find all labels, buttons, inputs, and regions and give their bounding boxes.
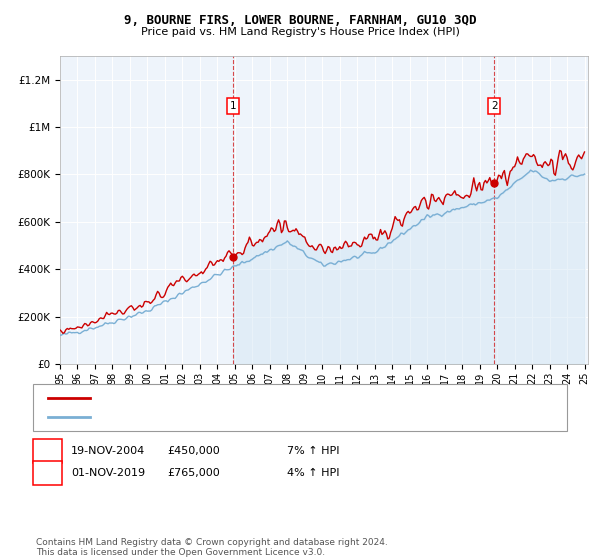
Text: 19-NOV-2004: 19-NOV-2004 bbox=[71, 446, 145, 456]
Text: Contains HM Land Registry data © Crown copyright and database right 2024.
This d: Contains HM Land Registry data © Crown c… bbox=[36, 538, 388, 557]
Text: 2: 2 bbox=[44, 468, 51, 478]
Text: HPI: Average price, detached house, Waverley: HPI: Average price, detached house, Wave… bbox=[96, 412, 337, 422]
Text: 1: 1 bbox=[44, 446, 51, 456]
Text: 7% ↑ HPI: 7% ↑ HPI bbox=[287, 446, 340, 456]
Text: Price paid vs. HM Land Registry's House Price Index (HPI): Price paid vs. HM Land Registry's House … bbox=[140, 27, 460, 37]
Text: 2: 2 bbox=[491, 101, 497, 111]
Text: 9, BOURNE FIRS, LOWER BOURNE, FARNHAM, GU10 3QD: 9, BOURNE FIRS, LOWER BOURNE, FARNHAM, G… bbox=[124, 14, 476, 27]
Text: £765,000: £765,000 bbox=[167, 468, 220, 478]
Text: 9, BOURNE FIRS, LOWER BOURNE, FARNHAM, GU10 3QD (detached house): 9, BOURNE FIRS, LOWER BOURNE, FARNHAM, G… bbox=[96, 393, 484, 403]
Text: 1: 1 bbox=[230, 101, 236, 111]
Text: 01-NOV-2019: 01-NOV-2019 bbox=[71, 468, 145, 478]
Text: £450,000: £450,000 bbox=[167, 446, 220, 456]
Text: 4% ↑ HPI: 4% ↑ HPI bbox=[287, 468, 340, 478]
